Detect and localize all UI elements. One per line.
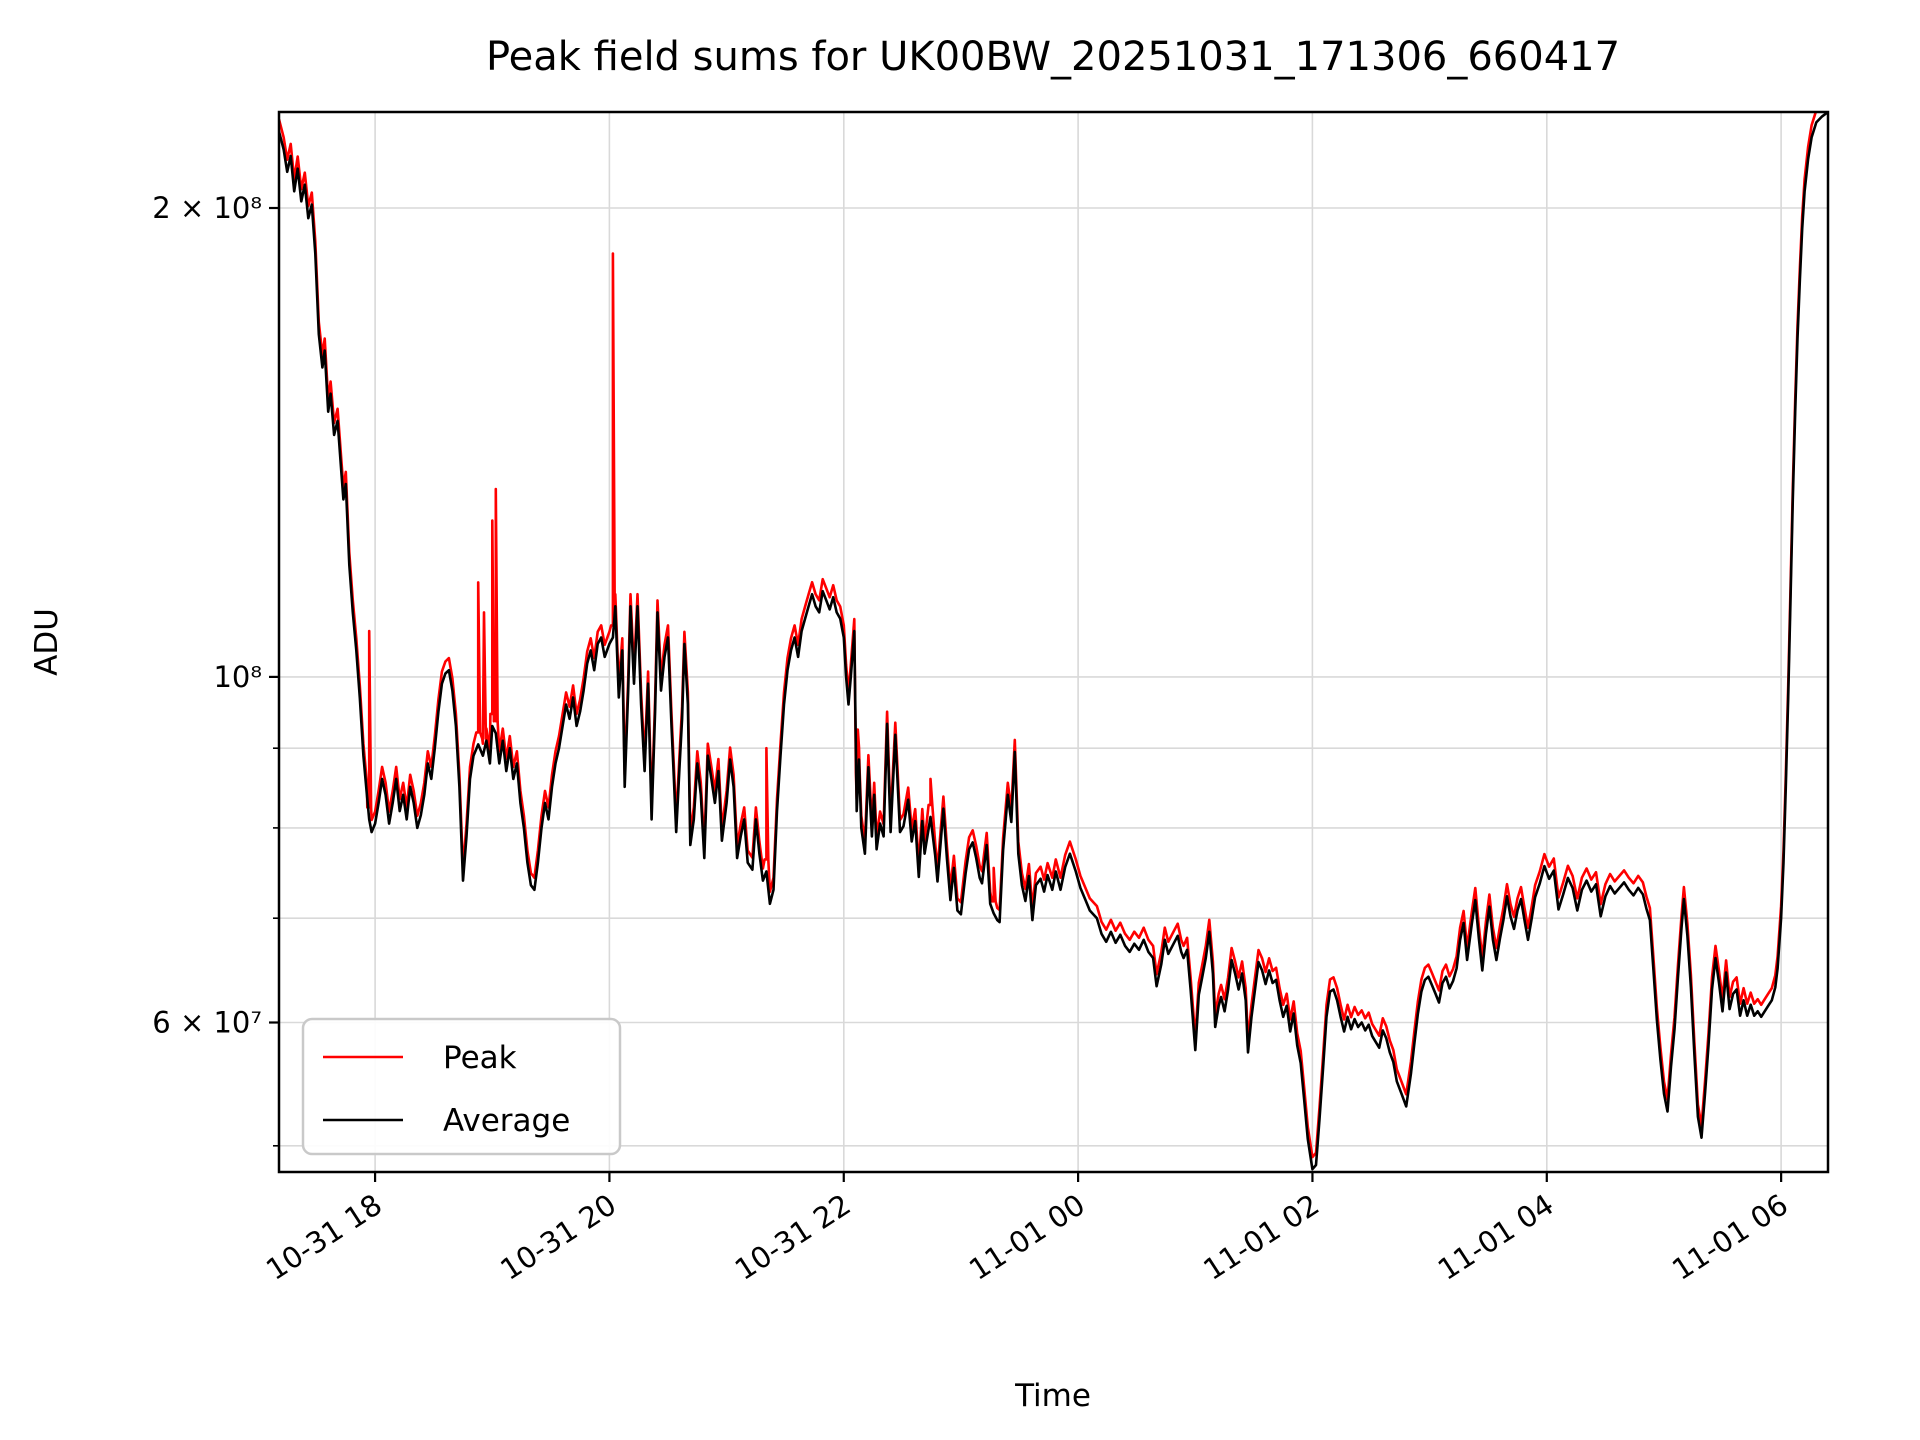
axes-spines [277, 110, 1830, 1174]
x-tick-label: 10-31 18 [260, 1187, 388, 1287]
series-layer [279, 112, 1828, 1171]
x-tick-label: 11-01 06 [1666, 1187, 1794, 1287]
legend-peak-label: Peak [443, 1040, 517, 1076]
grid-layer [279, 112, 1828, 1172]
x-axis-label: Time [1014, 1378, 1091, 1414]
y-tick-label: 10⁸ [213, 660, 262, 694]
average-line [279, 112, 1828, 1171]
peak-line [279, 112, 1818, 1159]
x-tick-label: 11-01 00 [963, 1187, 1091, 1287]
x-tick-label: 10-31 20 [494, 1187, 622, 1287]
legend-average-label: Average [443, 1103, 570, 1139]
x-tick-label: 11-01 04 [1432, 1187, 1560, 1287]
plot-area [279, 112, 1828, 1172]
x-tick-label: 10-31 22 [729, 1187, 857, 1287]
y-tick-label: 2 × 10⁸ [152, 191, 262, 225]
chart-title: Peak field sums for UK00BW_20251031_1713… [486, 34, 1620, 80]
y-tick-label: 6 × 10⁷ [152, 1006, 262, 1040]
legend: Peak Average [301, 1017, 622, 1156]
x-tick-label: 11-01 02 [1197, 1187, 1325, 1287]
y-axis-label: ADU [29, 608, 65, 676]
